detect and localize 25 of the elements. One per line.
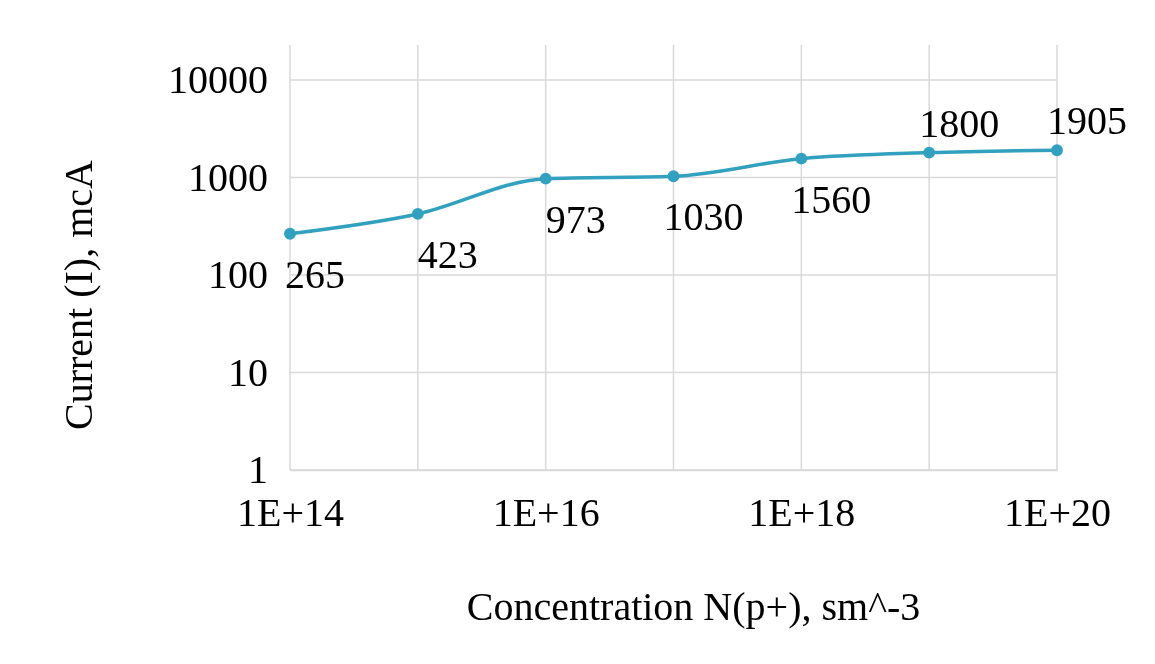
point	[667, 170, 680, 183]
data-label: 973	[545, 196, 606, 242]
data-label: 1560	[791, 176, 872, 222]
point	[923, 146, 936, 159]
data-label: 423	[417, 231, 478, 277]
y-tick-label: 1	[248, 447, 268, 493]
point	[284, 227, 296, 240]
x-tick-label: 1E+14	[237, 490, 344, 535]
data-label: 1905	[1047, 98, 1127, 144]
y-axis-title: Current (I), mcA	[56, 159, 101, 430]
x-tick-label: 1E+18	[748, 490, 856, 535]
y-tick-label: 1000	[188, 154, 268, 200]
x-axis-title: Concentration N(p+), sm^-3	[466, 584, 921, 629]
data-label: 1800	[919, 100, 1000, 146]
y-tick-label: 10000	[168, 57, 268, 103]
data-label: 1030	[663, 194, 744, 240]
data-label: 265	[285, 251, 345, 297]
point	[795, 152, 808, 165]
y-tick-label: 10	[228, 349, 268, 395]
x-tick-label: 1E+16	[492, 490, 600, 535]
point	[1051, 144, 1063, 157]
x-tick-label: 1E+20	[1004, 490, 1111, 535]
y-tick-label: 100	[208, 252, 268, 298]
point	[411, 208, 424, 220]
point	[539, 172, 552, 185]
